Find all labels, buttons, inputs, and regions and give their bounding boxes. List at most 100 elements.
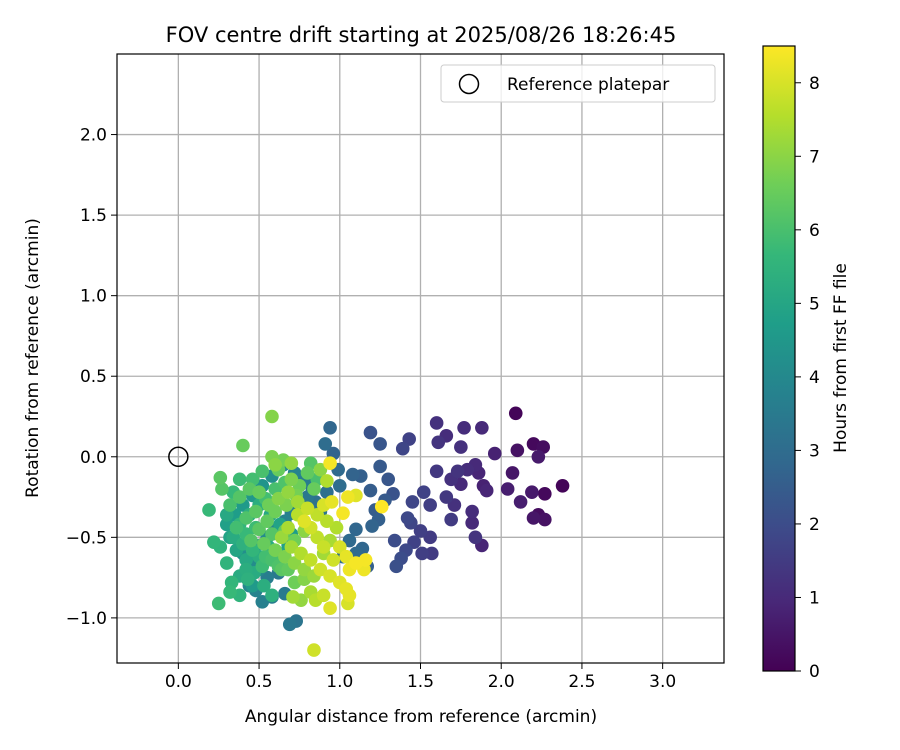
colorbar-tick-label: 4	[809, 368, 820, 388]
data-point	[257, 578, 271, 593]
data-point	[342, 533, 357, 548]
data-point	[374, 499, 389, 514]
data-points	[202, 406, 570, 657]
data-point	[538, 512, 552, 527]
colorbar-ticks: 0 1 2 3 4 5 6 7 8	[795, 74, 820, 682]
data-point	[423, 530, 437, 545]
data-point	[229, 520, 244, 535]
data-point	[232, 490, 247, 504]
data-point	[345, 467, 360, 482]
data-point	[313, 562, 328, 577]
data-point	[300, 501, 315, 516]
data-point	[475, 420, 489, 435]
data-point	[508, 406, 523, 421]
data-point	[450, 464, 465, 479]
data-point	[307, 643, 321, 657]
x-tick-label: 2.5	[568, 672, 595, 692]
data-point	[500, 482, 515, 496]
data-point	[202, 503, 216, 517]
x-tick-label: 1.0	[326, 672, 353, 692]
y-axis-ticks: −1.0 −0.5 0.0 0.5 1.0 1.5 2.0	[66, 126, 117, 629]
data-point	[223, 585, 237, 599]
data-point	[294, 546, 308, 561]
data-point	[252, 485, 266, 500]
data-point	[255, 464, 270, 479]
colorbar-tick-label: 1	[809, 588, 820, 608]
data-point	[261, 498, 276, 512]
x-axis-ticks: 0.0 0.5 1.0 1.5 2.0 2.5 3.0	[165, 663, 676, 692]
data-point	[265, 588, 279, 603]
data-point	[278, 549, 292, 564]
data-point	[303, 553, 318, 567]
data-point	[318, 437, 333, 451]
data-point	[249, 504, 263, 519]
data-point	[211, 596, 226, 611]
data-point	[329, 520, 344, 535]
data-point	[457, 420, 471, 435]
data-point	[339, 549, 354, 564]
data-point	[323, 456, 337, 471]
data-point	[429, 464, 444, 479]
data-point	[316, 588, 331, 603]
data-point	[323, 569, 337, 583]
data-point	[425, 546, 439, 561]
data-point	[358, 553, 373, 567]
y-tick-label: 1.0	[80, 287, 107, 307]
data-point	[268, 543, 283, 558]
data-point	[271, 491, 286, 506]
colorbar: 0 1 2 3 4 5 6 7 8 Hours from first FF file	[762, 45, 851, 682]
legend-label: Reference platepar	[507, 75, 669, 95]
colorbar-tick-label: 2	[809, 515, 820, 535]
data-point	[284, 456, 299, 471]
chart-title: FOV centre drift starting at 2025/08/26 …	[166, 23, 677, 47]
data-point	[395, 441, 410, 456]
data-point	[215, 482, 229, 496]
data-point	[282, 617, 297, 632]
data-point	[239, 511, 253, 525]
data-point	[310, 530, 324, 545]
data-point	[555, 478, 570, 493]
data-point	[260, 514, 274, 529]
data-point	[307, 482, 321, 496]
colorbar-gradient	[762, 45, 796, 672]
x-tick-label: 0.5	[246, 672, 273, 692]
data-point	[207, 535, 221, 549]
data-point	[525, 485, 539, 500]
data-point	[316, 540, 331, 554]
data-point	[468, 530, 483, 545]
data-point	[349, 522, 363, 537]
y-axis-label: Rotation from reference (arcmin)	[23, 218, 43, 498]
data-point	[405, 495, 420, 509]
data-point	[332, 478, 347, 493]
x-tick-label: 0.0	[165, 672, 192, 692]
data-point	[465, 504, 479, 519]
data-point	[300, 466, 315, 480]
y-tick-label: 2.0	[80, 126, 107, 146]
data-point	[284, 540, 299, 554]
x-tick-label: 1.5	[407, 672, 434, 692]
x-axis-label: Angular distance from reference (arcmin)	[245, 707, 597, 727]
y-tick-label: 0.5	[80, 367, 107, 387]
colorbar-label: Hours from first FF file	[831, 263, 851, 453]
data-point	[336, 506, 350, 520]
data-point	[381, 472, 396, 487]
data-point	[365, 519, 379, 533]
y-tick-label: 0.0	[80, 448, 107, 468]
data-point	[223, 498, 237, 512]
data-point	[236, 438, 250, 453]
data-point	[389, 559, 404, 574]
data-point	[281, 485, 295, 500]
data-point	[323, 420, 337, 435]
data-point	[297, 514, 312, 529]
data-point	[213, 470, 228, 485]
data-point	[479, 483, 494, 498]
data-point	[415, 546, 429, 561]
legend-marker-open-circle	[458, 73, 480, 95]
x-tick-label: 2.0	[488, 672, 515, 692]
data-point	[363, 483, 378, 498]
y-tick-label: −1.0	[66, 609, 107, 629]
data-point	[323, 601, 337, 616]
legend-box	[440, 64, 716, 103]
data-point	[244, 533, 258, 548]
data-point	[444, 512, 458, 527]
